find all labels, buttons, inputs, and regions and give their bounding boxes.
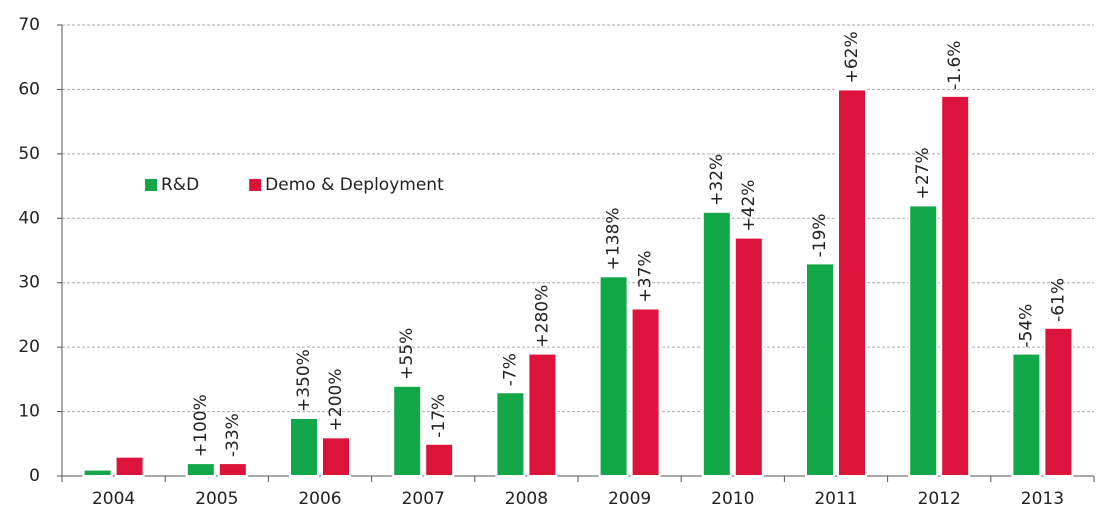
- bar-annotation: +200%: [326, 368, 346, 431]
- x-tick-label: 2011: [814, 489, 857, 509]
- bar: [82, 468, 113, 477]
- bar-annotation: +37%: [636, 250, 656, 302]
- bar: [1043, 326, 1074, 478]
- bar-annotation: +32%: [707, 154, 727, 206]
- bar-annotation: -54%: [1016, 304, 1036, 348]
- y-tick-label: 70: [18, 15, 40, 35]
- bar: [392, 384, 423, 477]
- x-tick-label: 2012: [918, 489, 961, 509]
- bar: [837, 88, 867, 478]
- y-tick-label: 50: [18, 144, 40, 164]
- bar-annotation: +138%: [604, 207, 624, 270]
- bar-annotation: +55%: [397, 328, 417, 380]
- x-tick-label: 2009: [608, 489, 651, 509]
- bar: [701, 210, 732, 477]
- bar: [805, 262, 835, 477]
- x-tick-label: 2013: [1021, 489, 1064, 509]
- x-tick-label: 2008: [505, 489, 548, 509]
- bar: [1011, 352, 1042, 478]
- bar-annotation: +62%: [842, 31, 862, 83]
- legend-swatch: [145, 179, 157, 191]
- bar-annotation: +350%: [294, 349, 314, 412]
- bar-annotation: -1.6%: [945, 41, 965, 90]
- legend-swatch: [249, 179, 262, 191]
- legend-label: R&D: [161, 175, 199, 195]
- x-tick-label: 2005: [195, 489, 238, 509]
- bar: [527, 352, 558, 478]
- bar: [185, 462, 216, 478]
- bar: [598, 275, 629, 477]
- bar: [733, 236, 764, 477]
- y-tick-label: 40: [18, 208, 40, 228]
- bar-annotation: -17%: [429, 394, 449, 438]
- bar: [495, 391, 526, 477]
- x-tick-label: 2007: [402, 489, 445, 509]
- bar-annotation: -19%: [810, 213, 830, 257]
- bar: [217, 462, 248, 478]
- bar: [940, 94, 971, 477]
- y-tick-label: 0: [29, 466, 40, 486]
- bar: [908, 204, 939, 477]
- y-tick-label: 20: [18, 337, 40, 357]
- bar: [630, 307, 661, 477]
- bar: [321, 436, 351, 478]
- bar: [114, 455, 145, 477]
- y-tick-label: 30: [18, 273, 40, 293]
- bar: [289, 417, 319, 477]
- bar-annotation: -7%: [500, 353, 520, 386]
- bar-annotation: +280%: [532, 285, 552, 348]
- bar: [424, 442, 455, 477]
- y-tick-label: 60: [18, 79, 40, 99]
- bar-annotation: -61%: [1048, 278, 1068, 322]
- x-tick-label: 2004: [92, 489, 135, 509]
- bar-annotation: +42%: [739, 180, 759, 232]
- legend-label: Demo & Deployment: [265, 175, 444, 195]
- bar-annotation: +27%: [913, 147, 933, 199]
- x-tick-label: 2010: [711, 489, 754, 509]
- y-tick-label: 10: [18, 402, 40, 422]
- bar-annotation: -33%: [223, 413, 243, 457]
- x-tick-label: 2006: [298, 489, 341, 509]
- bar-annotation: +100%: [191, 394, 211, 457]
